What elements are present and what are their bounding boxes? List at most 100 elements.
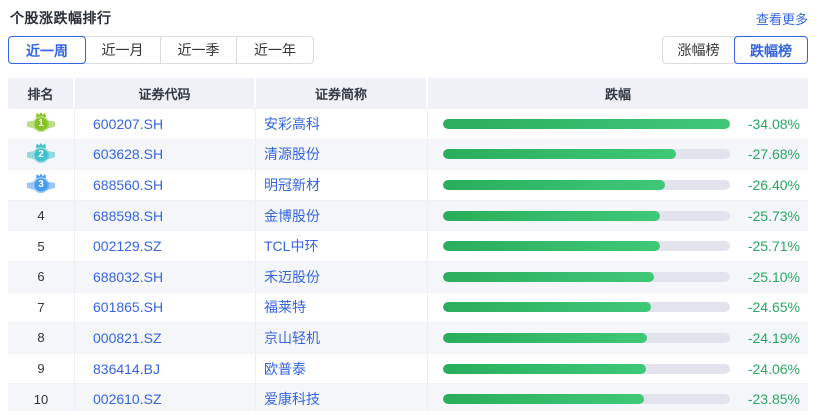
period-tab-3[interactable]: 近一季 bbox=[161, 37, 237, 63]
table-row: 1 600207.SH 安彩高科 -34.08% bbox=[8, 108, 808, 139]
period-tab-4[interactable]: 近一年 bbox=[254, 42, 296, 58]
table-row: 8 000821.SZ 京山轻机 -24.19% bbox=[8, 322, 808, 353]
change-bar bbox=[443, 179, 666, 190]
stock-name-link[interactable]: 安彩高科 bbox=[256, 109, 428, 139]
change-cell: -25.10% bbox=[428, 262, 808, 292]
rank-cell: 10 bbox=[8, 384, 75, 411]
change-bar-track bbox=[443, 332, 730, 343]
stock-name-link[interactable]: 福莱特 bbox=[256, 292, 428, 323]
change-bar-track bbox=[443, 302, 730, 313]
change-bar bbox=[443, 271, 655, 282]
change-bar-track bbox=[443, 271, 730, 282]
column-header-1: 排名 bbox=[8, 78, 75, 108]
period-tab-1[interactable]: 近一周 bbox=[8, 36, 86, 64]
change-bar bbox=[443, 118, 730, 129]
view-more-link[interactable]: 查看更多 bbox=[755, 11, 808, 27]
stock-code-link[interactable]: 688560.SH bbox=[75, 170, 256, 200]
rank-medal-icon: 3 bbox=[26, 173, 56, 196]
rank-cell: 7 bbox=[8, 292, 75, 323]
table-body: 1 600207.SH 安彩高科 -34.08% 2 603628.SH 清源股… bbox=[8, 108, 808, 411]
change-cell: -25.73% bbox=[428, 201, 808, 231]
stock-code-link[interactable]: 600207.SH bbox=[75, 109, 256, 139]
rank-cell: 3 bbox=[8, 170, 75, 200]
column-header-3: 证券简称 bbox=[256, 78, 428, 108]
stock-code-link[interactable]: 688598.SH bbox=[75, 200, 256, 231]
column-header-4: 跌幅 bbox=[604, 86, 631, 102]
table-row: 4 688598.SH 金博股份 -25.73% bbox=[8, 199, 808, 231]
stock-name-link[interactable]: 京山轻机 bbox=[256, 323, 428, 353]
stock-name-link[interactable]: 禾迈股份 bbox=[256, 261, 428, 292]
rank-cell: 9 bbox=[8, 353, 75, 384]
stock-code-link[interactable]: 000821.SZ bbox=[75, 323, 256, 353]
change-bar bbox=[443, 210, 660, 221]
change-value: -27.68% bbox=[747, 146, 800, 163]
change-value: -25.10% bbox=[747, 268, 800, 285]
table-header-row: 排名 证券代码 证券简称 跌幅 bbox=[8, 78, 808, 108]
change-bar-track bbox=[443, 394, 730, 405]
change-bar bbox=[443, 332, 647, 343]
change-value: -26.40% bbox=[747, 176, 800, 193]
board-tab-group: 涨幅榜 跌幅榜 bbox=[662, 36, 808, 64]
change-value: -24.65% bbox=[747, 299, 800, 316]
change-bar bbox=[443, 363, 646, 374]
table-row: 9 836414.BJ 欧普泰 -24.06% bbox=[8, 352, 808, 384]
change-bar-track bbox=[443, 118, 730, 129]
change-value: -24.19% bbox=[747, 329, 800, 346]
stock-code-link[interactable]: 601865.SH bbox=[75, 292, 256, 323]
stock-name-link[interactable]: 清源股份 bbox=[256, 139, 428, 170]
ranking-table: 排名 证券代码 证券简称 跌幅 1 600207.SH 安彩高科 -34.08% 2 … bbox=[8, 78, 808, 411]
rank-cell: 6 bbox=[8, 261, 75, 292]
change-bar bbox=[443, 302, 651, 313]
change-bar-track bbox=[443, 149, 730, 160]
change-bar bbox=[443, 241, 660, 252]
change-cell: -34.08% bbox=[428, 109, 808, 139]
rank-cell: 1 bbox=[8, 109, 75, 139]
table-row: 2 603628.SH 清源股份 -27.68% bbox=[8, 138, 808, 170]
column-header-2: 证券代码 bbox=[75, 78, 256, 108]
panel-header: 个股涨跌幅排行 查看更多 bbox=[0, 0, 816, 28]
stock-name-link[interactable]: 爱康科技 bbox=[256, 384, 428, 411]
change-cell: -23.85% bbox=[428, 384, 808, 411]
table-row: 6 688032.SH 禾迈股份 -25.10% bbox=[8, 260, 808, 292]
change-cell: -24.19% bbox=[428, 323, 808, 353]
board-tab-1[interactable]: 涨幅榜 bbox=[663, 37, 735, 63]
change-bar-track bbox=[443, 241, 730, 252]
change-cell: -24.06% bbox=[428, 354, 808, 384]
stock-code-link[interactable]: 002610.SZ bbox=[75, 384, 256, 411]
toolbar: 近一周 近一月 近一季 近一年 涨幅榜 跌幅榜 bbox=[0, 36, 816, 64]
period-tab-2[interactable]: 近一月 bbox=[85, 37, 161, 63]
rank-cell: 5 bbox=[8, 231, 75, 261]
table-row: 10 002610.SZ 爱康科技 -23.85% bbox=[8, 383, 808, 411]
panel-title: 个股涨跌幅排行 bbox=[10, 10, 112, 26]
board-tab-2[interactable]: 跌幅榜 bbox=[734, 36, 808, 64]
rank-medal-icon: 2 bbox=[26, 142, 56, 166]
change-cell: -27.68% bbox=[428, 140, 808, 170]
stock-code-link[interactable]: 836414.BJ bbox=[75, 353, 256, 384]
stock-code-link[interactable]: 603628.SH bbox=[75, 139, 256, 170]
stock-code-link[interactable]: 002129.SZ bbox=[75, 231, 256, 261]
rank-medal-icon: 1 bbox=[26, 112, 56, 135]
stock-name-link[interactable]: 金博股份 bbox=[256, 200, 428, 231]
table-row: 7 601865.SH 福莱特 -24.65% bbox=[8, 291, 808, 323]
change-bar bbox=[443, 394, 644, 405]
stock-code-link[interactable]: 688032.SH bbox=[75, 261, 256, 292]
table-row: 3 688560.SH 明冠新材 -26.40% bbox=[8, 169, 808, 200]
rank-cell: 2 bbox=[8, 139, 75, 170]
stock-name-link[interactable]: 欧普泰 bbox=[256, 353, 428, 384]
stock-name-link[interactable]: 明冠新材 bbox=[256, 170, 428, 200]
rank-cell: 4 bbox=[8, 200, 75, 231]
change-value: -34.08% bbox=[747, 115, 800, 132]
change-cell: -26.40% bbox=[428, 170, 808, 200]
change-bar-track bbox=[443, 210, 730, 221]
change-value: -24.06% bbox=[747, 360, 800, 377]
change-value: -23.85% bbox=[747, 391, 800, 408]
period-tab-group: 近一周 近一月 近一季 近一年 bbox=[8, 36, 314, 64]
rank-cell: 8 bbox=[8, 323, 75, 353]
change-bar bbox=[443, 149, 677, 160]
change-cell: -24.65% bbox=[428, 293, 808, 323]
change-value: -25.71% bbox=[747, 238, 800, 255]
table-row: 5 002129.SZ TCL中环 -25.71% bbox=[8, 230, 808, 261]
change-bar-track bbox=[443, 179, 730, 190]
stock-name-link[interactable]: TCL中环 bbox=[256, 231, 428, 261]
